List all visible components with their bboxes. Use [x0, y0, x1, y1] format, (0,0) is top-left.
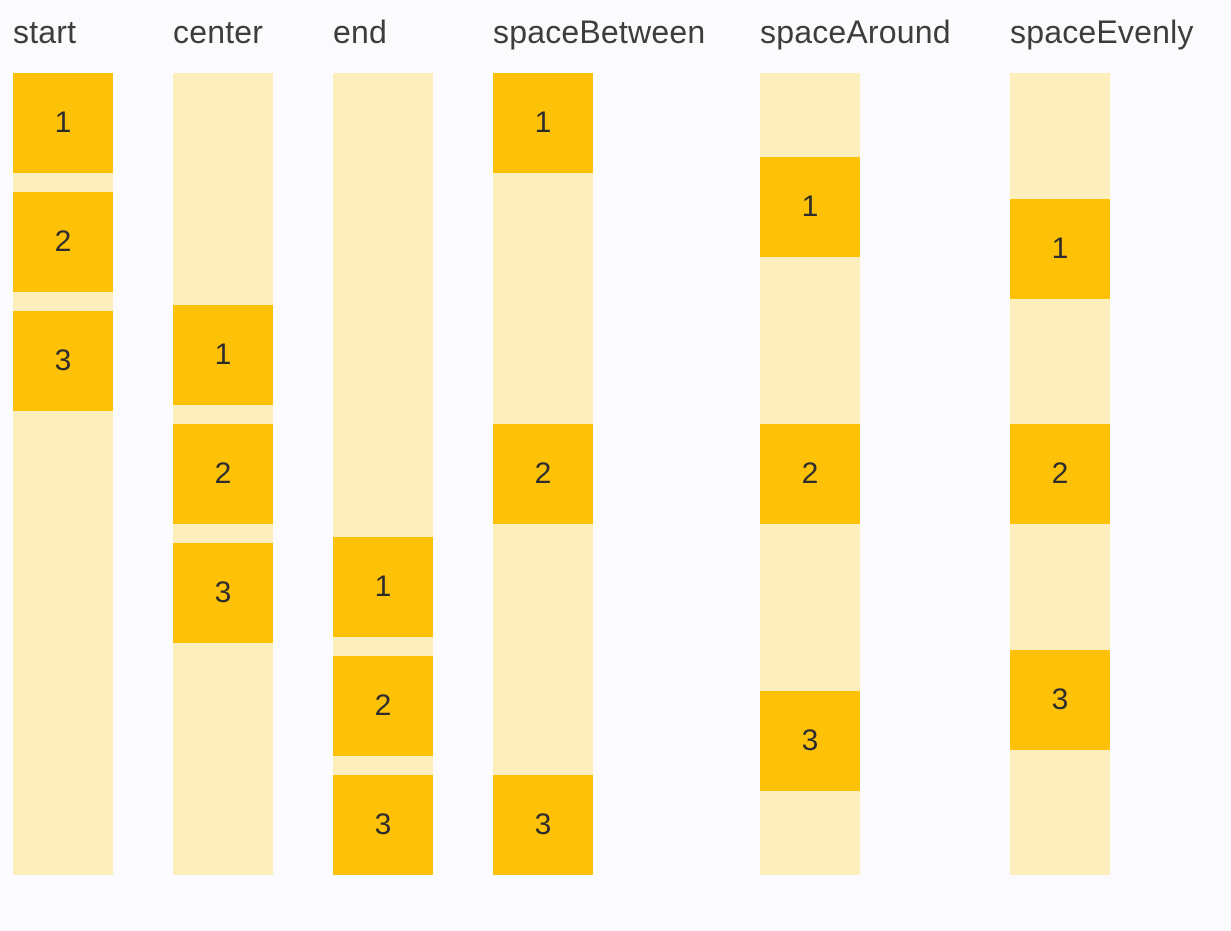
flex-item-box: 1 [493, 73, 593, 173]
box-number: 3 [534, 808, 552, 841]
box-number: 1 [801, 189, 819, 223]
column-label-start: start [13, 14, 77, 50]
box-number: 1 [374, 570, 392, 603]
flex-item-box: 2 [493, 424, 593, 524]
box-number: 2 [54, 225, 72, 258]
justify-column: end 1 2 3 [333, 12, 433, 875]
flex-item-box: 3 [493, 775, 593, 875]
flex-container-track: 1 2 3 [760, 73, 860, 875]
flex-item-box: 2 [13, 192, 113, 292]
flex-item-box: 2 [760, 423, 860, 524]
flex-item-box: 3 [13, 311, 113, 411]
box-number: 2 [534, 457, 552, 490]
box-number: 3 [214, 576, 232, 609]
columns-row: start 1 2 3 center 1 2 3 end 1 2 3 space… [13, 12, 1194, 875]
box-number: 3 [374, 808, 392, 841]
column-label-spaceEvenly: spaceEvenly [1010, 14, 1194, 50]
flex-item-box: 3 [1010, 649, 1110, 750]
flex-container-track: 1 2 3 [13, 73, 113, 875]
justify-column: spaceBetween 1 2 3 [493, 12, 706, 875]
flex-item-box: 3 [173, 543, 273, 643]
box-number: 2 [374, 689, 392, 722]
flex-item-box: 1 [173, 305, 273, 405]
box-number: 1 [214, 338, 232, 371]
column-label-spaceAround: spaceAround [760, 14, 951, 50]
justify-column: spaceAround 1 2 3 [760, 12, 951, 875]
column-label-end: end [333, 14, 387, 50]
flex-item-box: 1 [1010, 198, 1110, 299]
justify-column: start 1 2 3 [13, 12, 113, 875]
box-number: 2 [214, 457, 232, 490]
column-label-center: center [173, 14, 264, 50]
flex-container-track: 1 2 3 [1010, 73, 1110, 875]
box-number: 1 [1051, 231, 1069, 265]
flex-item-box: 1 [760, 156, 860, 257]
flex-item-box: 2 [333, 656, 433, 756]
box-number: 2 [1051, 457, 1069, 490]
flex-item-box: 1 [333, 537, 433, 637]
box-number: 3 [1051, 682, 1069, 716]
box-number: 2 [801, 456, 819, 490]
justify-column: spaceEvenly 1 2 3 [1010, 12, 1194, 875]
flex-container-track: 1 2 3 [333, 73, 433, 875]
flex-item-box: 2 [173, 424, 273, 524]
justify-column: center 1 2 3 [173, 12, 273, 875]
box-number: 1 [534, 106, 552, 139]
flex-item-box: 3 [333, 775, 433, 875]
box-number: 1 [54, 106, 72, 139]
flex-item-box: 2 [1010, 424, 1110, 524]
column-label-spaceBetween: spaceBetween [493, 14, 706, 50]
flex-item-box: 1 [13, 73, 113, 173]
flex-item-box: 3 [760, 691, 860, 792]
flex-container-track: 1 2 3 [173, 73, 273, 875]
justify-content-demo: start 1 2 3 center 1 2 3 end 1 2 3 space… [13, 12, 1194, 875]
box-number: 3 [54, 344, 72, 377]
box-number: 3 [801, 724, 819, 758]
flex-container-track: 1 2 3 [493, 73, 593, 875]
